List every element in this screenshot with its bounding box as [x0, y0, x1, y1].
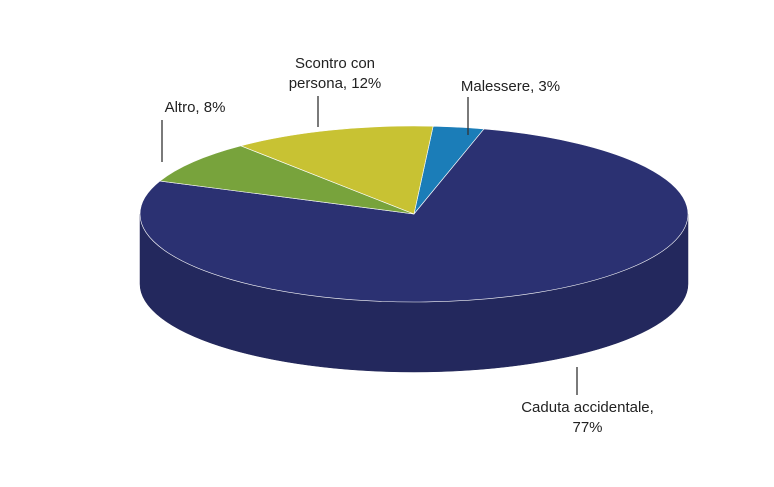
pie-slice [159, 145, 415, 215]
pie-slice [139, 128, 689, 303]
slice-label: Caduta accidentale, 77% [521, 399, 654, 436]
pie-slice [239, 125, 434, 215]
slice-label: Altro, 8% [164, 99, 226, 116]
slice-label: Malessere, 3% [460, 78, 561, 95]
slice-label: Scontro con persona, 12% [288, 55, 382, 92]
